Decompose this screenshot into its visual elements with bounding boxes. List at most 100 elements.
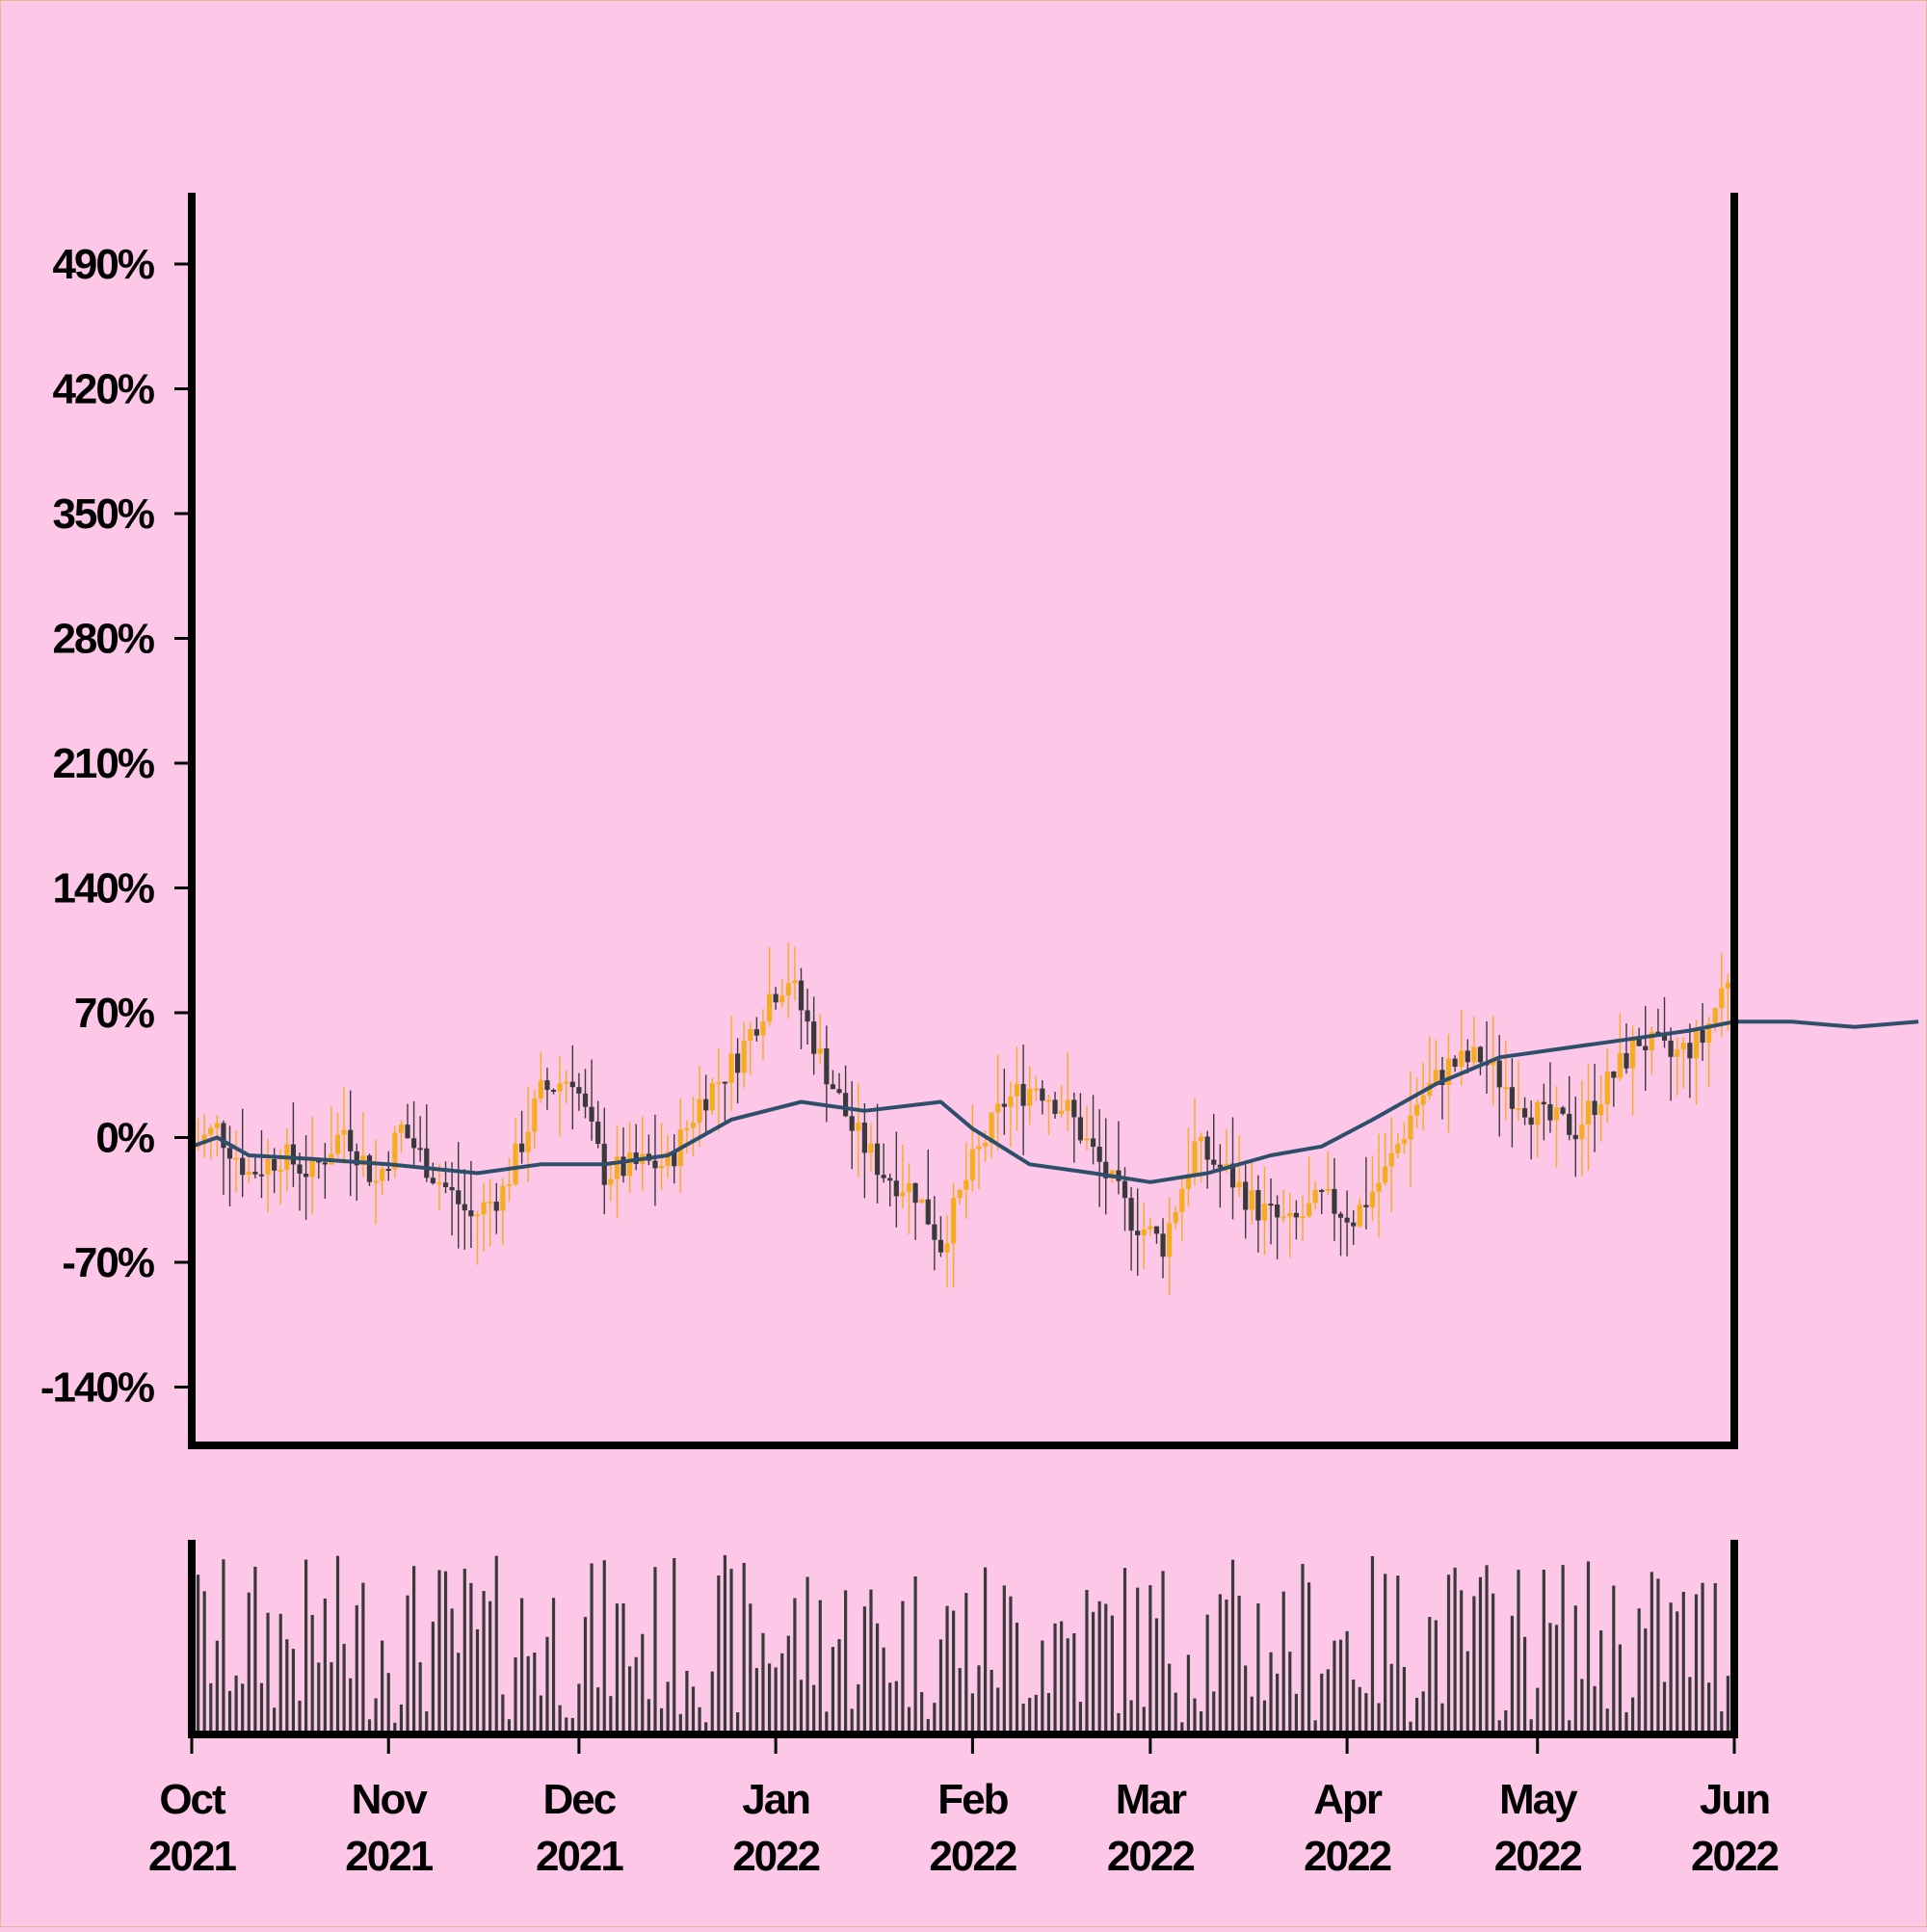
candle-body-148 — [1128, 1198, 1134, 1231]
volume-bar-79 — [691, 1686, 696, 1734]
candle-body-80 — [697, 1098, 702, 1124]
volume-bar-52 — [520, 1598, 524, 1734]
volume-bar-111 — [894, 1681, 898, 1734]
volume-bar-216 — [1561, 1565, 1565, 1734]
volume-bar-60 — [570, 1717, 574, 1734]
volume-bar-78 — [685, 1670, 689, 1734]
volume-bar-64 — [596, 1687, 600, 1734]
y-tick-label-7: 350% — [52, 490, 153, 538]
y-tick-label-2: 0% — [95, 1115, 153, 1162]
volume-bar-107 — [869, 1589, 873, 1734]
candle-body-220 — [1585, 1100, 1592, 1125]
candle-body-159 — [1198, 1136, 1204, 1142]
volume-bar-75 — [666, 1681, 670, 1734]
candle-body-167 — [1249, 1190, 1254, 1210]
volume-bar-214 — [1548, 1623, 1552, 1734]
volume-bar-23 — [335, 1555, 340, 1734]
volume-bar-161 — [1212, 1691, 1216, 1734]
candle-body-141 — [1084, 1138, 1090, 1141]
candle-body-186 — [1369, 1191, 1376, 1207]
candle-body-192 — [1408, 1115, 1413, 1140]
candle-body-166 — [1243, 1181, 1249, 1210]
candle-body-76 — [672, 1151, 677, 1167]
candle-body-147 — [1122, 1180, 1128, 1199]
candle-body-173 — [1287, 1212, 1293, 1217]
candle-body-171 — [1275, 1204, 1280, 1218]
x-tick-year-7: 2022 — [1494, 1833, 1581, 1880]
candle-body-19 — [309, 1159, 315, 1178]
candle-body-75 — [665, 1151, 671, 1166]
candle-body-153 — [1160, 1233, 1166, 1257]
candle-body-11 — [258, 1174, 265, 1177]
volume-bar-202 — [1472, 1596, 1476, 1734]
volume-bar-186 — [1370, 1556, 1375, 1734]
candle-body-36 — [417, 1148, 423, 1151]
x-tick-year-6: 2022 — [1304, 1833, 1390, 1880]
volume-bar-116 — [926, 1718, 930, 1734]
volume-bar-130 — [1015, 1622, 1019, 1734]
candle-body-140 — [1077, 1117, 1083, 1141]
candle-body-197 — [1439, 1070, 1445, 1085]
candle-body-162 — [1217, 1164, 1223, 1168]
volume-bar-31 — [386, 1673, 390, 1734]
volume-bar-240 — [1713, 1583, 1717, 1734]
volume-bar-172 — [1281, 1591, 1285, 1734]
x-tick-month-3: Jan — [742, 1776, 809, 1823]
volume-bar-6 — [227, 1690, 232, 1734]
candle-body-85 — [728, 1053, 734, 1083]
volume-bar-96 — [799, 1680, 804, 1734]
volume-bar-112 — [901, 1601, 905, 1734]
candle-body-181 — [1337, 1213, 1344, 1218]
candle-body-237 — [1693, 1029, 1700, 1059]
y-tick-label-6: 280% — [52, 616, 153, 663]
candle-body-110 — [887, 1178, 893, 1181]
candle-body-99 — [817, 1047, 823, 1054]
volume-bar-28 — [367, 1719, 372, 1734]
candle-body-178 — [1319, 1189, 1325, 1192]
volume-bar-132 — [1028, 1697, 1032, 1734]
candle-body-221 — [1592, 1100, 1597, 1116]
candle-body-69 — [627, 1151, 633, 1177]
price-panel — [188, 193, 1919, 1449]
candle-body-187 — [1376, 1182, 1382, 1192]
candle-body-58 — [557, 1083, 563, 1092]
volume-bar-155 — [1174, 1692, 1177, 1734]
volume-bar-108 — [875, 1623, 880, 1734]
candle-body-139 — [1071, 1099, 1077, 1118]
candle-body-43 — [462, 1204, 467, 1211]
volume-bar-166 — [1244, 1665, 1248, 1734]
volume-bar-26 — [355, 1604, 358, 1734]
y-tick-label-4: 140% — [52, 865, 153, 913]
volume-bar-7 — [234, 1675, 238, 1734]
volume-bar-43 — [462, 1568, 466, 1734]
volume-bar-100 — [825, 1711, 829, 1734]
candle-body-160 — [1204, 1136, 1210, 1160]
x-tick-year-2: 2021 — [536, 1833, 623, 1880]
candle-body-26 — [354, 1151, 359, 1166]
candle-body-4 — [214, 1123, 220, 1128]
candle-body-74 — [658, 1165, 665, 1169]
candle-body-52 — [519, 1143, 525, 1152]
candle-body-106 — [861, 1122, 867, 1153]
volume-bar-101 — [831, 1647, 835, 1734]
candle-body-49 — [500, 1185, 506, 1211]
candle-body-48 — [493, 1202, 499, 1211]
candle-body-230 — [1649, 1031, 1654, 1051]
volume-bar-223 — [1605, 1708, 1609, 1734]
volume-bar-171 — [1276, 1673, 1280, 1734]
candle-body-223 — [1604, 1072, 1610, 1105]
candle-body-235 — [1680, 1043, 1686, 1050]
candle-body-242 — [1725, 982, 1731, 989]
volume-bar-199 — [1453, 1567, 1457, 1734]
volume-bar-72 — [647, 1699, 650, 1734]
candle-body-177 — [1312, 1189, 1318, 1204]
candle-body-238 — [1700, 1029, 1705, 1043]
x-tick-month-5: Mar — [1116, 1776, 1187, 1823]
candle-body-144 — [1103, 1161, 1109, 1178]
x-tick-year-8: 2022 — [1691, 1833, 1778, 1880]
candle-body-59 — [564, 1081, 569, 1084]
volume-bar-178 — [1320, 1673, 1324, 1734]
candle-body-9 — [246, 1171, 251, 1176]
x-tick-month-8: Jun — [1700, 1776, 1769, 1823]
candle-body-45 — [474, 1214, 481, 1217]
